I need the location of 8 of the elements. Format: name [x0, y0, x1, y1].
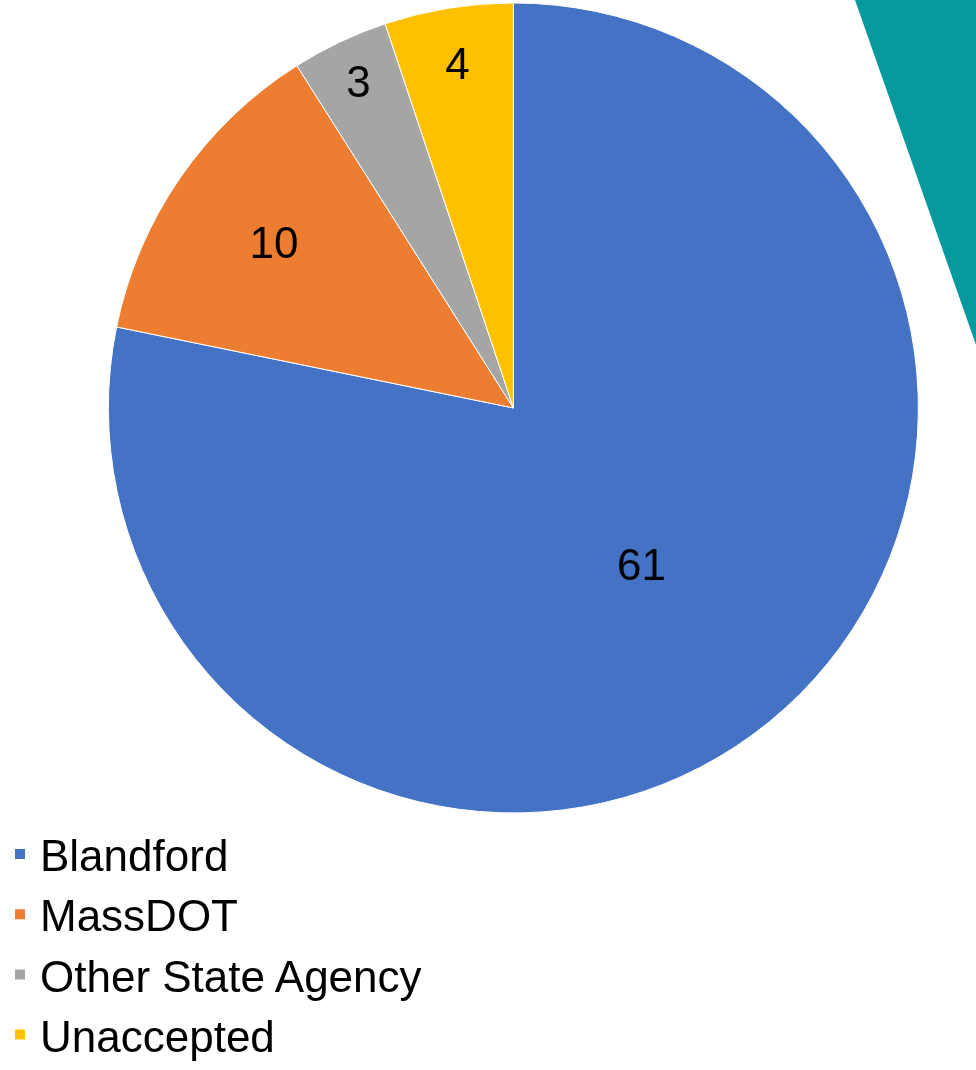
legend-label: Blandford — [40, 831, 229, 881]
legend-label: MassDOT — [40, 891, 238, 941]
legend-label: Other State Agency — [40, 951, 422, 1001]
data-label: 4 — [445, 38, 470, 88]
legend-label: Unaccepted — [40, 1011, 275, 1061]
data-label: 61 — [616, 540, 666, 590]
data-label: 3 — [346, 56, 371, 106]
data-label: 10 — [249, 218, 299, 268]
